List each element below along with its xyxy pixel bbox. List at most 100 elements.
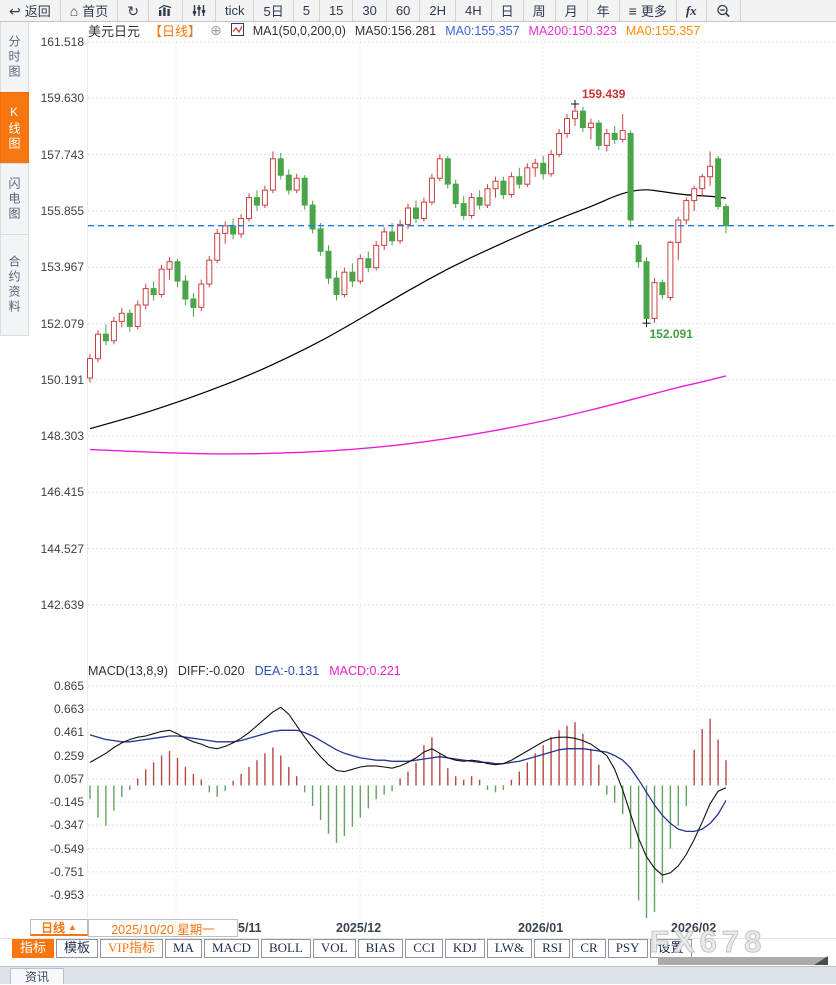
top-toolbar: ↩ 返回 ⌂ 首页 ↻ tick 5日 5 15 30 60 2H 4H 日周月年 ≡ 更多 fx <box>0 0 836 22</box>
price-axis-label: 161.518 <box>40 35 84 49</box>
price-axis-label: 157.743 <box>40 147 84 162</box>
scroll-arrow-icon <box>814 956 828 965</box>
toolbar-tick[interactable]: tick <box>216 0 255 21</box>
indicator-button-LW&[interactable]: LW& <box>486 939 533 958</box>
day-label: 日 <box>500 4 514 19</box>
toolbar-h2[interactable]: 2H <box>420 0 456 21</box>
m5-label: 5 <box>302 3 310 18</box>
period-selector[interactable]: 日线 ▲ <box>30 919 88 936</box>
macd-axis-label: -0.549 <box>49 841 84 856</box>
toolbar-home[interactable]: ⌂ 首页 <box>61 0 119 21</box>
tab-news[interactable]: 资讯 <box>10 968 64 984</box>
symbol-name: 美元日元 <box>88 24 141 39</box>
price-axis-label: 144.527 <box>40 541 84 556</box>
horizontal-scrollbar[interactable] <box>658 956 828 965</box>
period-label: 日线 <box>41 920 66 935</box>
toolbar-m30[interactable]: 30 <box>353 0 387 21</box>
toolbar-zoom-out[interactable] <box>707 0 741 21</box>
indicator-button-模板[interactable]: 模板 <box>56 939 99 958</box>
indicator-button-CR[interactable]: CR <box>572 939 606 958</box>
chart-surface[interactable] <box>88 35 836 918</box>
toolbar-back[interactable]: ↩ 返回 <box>0 0 61 21</box>
sidebar-tab-kline-chart[interactable]: K线图 <box>0 92 29 164</box>
macd-axis-label: 0.865 <box>53 679 84 693</box>
toolbar-m15[interactable]: 15 <box>320 0 354 21</box>
mini-chart-icon[interactable] <box>230 22 244 39</box>
toolbar-m5[interactable]: 5 <box>294 0 320 21</box>
more-label: 更多 <box>640 4 667 19</box>
toolbar-h4[interactable]: 4H <box>456 0 492 21</box>
home-icon: ⌂ <box>69 2 79 19</box>
macd-header: MACD(13,8,9) DIFF:-0.020 DEA:-0.131 MACD… <box>88 664 401 678</box>
sidebar-tab-flash-chart[interactable]: 闪电图 <box>0 163 29 235</box>
sidebar-tab-contract-info[interactable]: 合约资料 <box>0 234 29 336</box>
price-axis-label: 155.855 <box>40 203 84 218</box>
indicator-button-PSY[interactable]: PSY <box>607 939 648 958</box>
x-axis-label: 5/11 <box>238 921 262 935</box>
macd-axis-label: 0.663 <box>53 702 84 717</box>
indicator-button-BOLL[interactable]: BOLL <box>260 939 311 958</box>
toolbar-day[interactable]: 日 <box>492 0 524 21</box>
indicator-button-MA[interactable]: MA <box>164 939 202 958</box>
ma50-value: MA50:156.281 <box>354 23 437 38</box>
x-axis-label: 2025/12 <box>336 921 382 935</box>
indicator-button-VOL[interactable]: VOL <box>312 939 356 958</box>
macd-title: MACD(13,8,9) <box>88 664 168 678</box>
indicator-button-VIP指标[interactable]: VIP指标 <box>100 939 163 958</box>
zoom-out-icon <box>716 4 731 18</box>
toolbar-chart-style[interactable] <box>149 0 183 21</box>
back-label: 返回 <box>24 4 51 19</box>
ma0-blue-value: MA0:155.357 <box>445 23 520 38</box>
price-axis-label: 142.639 <box>40 598 84 612</box>
price-axis-label: 153.967 <box>40 260 84 275</box>
week-label: 周 <box>532 4 546 19</box>
ma-settings-label: MA1(50,0,200,0) <box>252 23 346 38</box>
start-date-box[interactable]: 2025/10/20 星期一 <box>88 919 238 937</box>
left-sidebar: 分时图 K线图 闪电图 合约资料 <box>0 21 30 918</box>
home-label: 首页 <box>82 4 109 19</box>
toolbar-month[interactable]: 月 <box>556 0 588 21</box>
indicator-button-指标[interactable]: 指标 <box>12 939 55 958</box>
m15-label: 15 <box>328 3 344 18</box>
toolbar-refresh[interactable]: ↻ <box>118 0 149 21</box>
price-axis-label: 148.303 <box>40 429 84 444</box>
period-tag: 【日线】 <box>149 24 202 39</box>
toolbar-5d[interactable]: 5日 <box>254 0 294 21</box>
high-price-annotation: 159.439 <box>582 87 626 101</box>
sidebar-tab-time-chart[interactable]: 分时图 <box>0 21 29 93</box>
macd-diff-value: DIFF:-0.020 <box>177 664 245 678</box>
h4-label: 4H <box>464 3 482 18</box>
macd-axis-label: -0.145 <box>49 795 84 810</box>
chart-header: 美元日元 【日线】 ⊕ MA1(50,0,200,0) MA50:156.281… <box>88 22 700 39</box>
indicator-button-KDJ[interactable]: KDJ <box>444 939 485 958</box>
fx-label: fx <box>685 2 697 18</box>
toolbar-week[interactable]: 周 <box>524 0 556 21</box>
add-compare-icon[interactable]: ⊕ <box>210 22 222 38</box>
toolbar-fx[interactable]: fx <box>677 0 707 21</box>
macd-axis-label: 0.461 <box>53 725 84 740</box>
indicator-button-CCI[interactable]: CCI <box>405 939 443 958</box>
back-icon: ↩ <box>9 2 21 19</box>
sliders-icon <box>192 4 206 17</box>
x-axis-row: 日线 ▲ 2025/10/20 星期一 5/11 2025/12 2026/01 20… <box>0 919 836 937</box>
refresh-icon: ↻ <box>127 2 139 19</box>
toolbar-indicator-settings[interactable] <box>183 0 216 21</box>
indicator-button-MACD[interactable]: MACD <box>203 939 259 958</box>
toolbar-m60[interactable]: 60 <box>387 0 421 21</box>
toolbar-year[interactable]: 年 <box>588 0 620 21</box>
x-axis-label: 2026/01 <box>518 921 564 935</box>
toolbar-more[interactable]: ≡ 更多 <box>620 0 677 21</box>
low-price-annotation: 152.091 <box>649 327 693 342</box>
h2-label: 2H <box>429 3 446 18</box>
bar-chart-icon <box>158 4 173 17</box>
month-label: 月 <box>564 4 578 19</box>
indicator-button-BIAS[interactable]: BIAS <box>357 939 404 958</box>
start-date-label: 2025/10/20 星期一 <box>111 922 215 937</box>
indicator-button-RSI[interactable]: RSI <box>534 939 571 958</box>
macd-macd-value: MACD:0.221 <box>329 664 401 678</box>
watermark: FX678 <box>649 924 767 960</box>
m60-label: 60 <box>395 3 411 18</box>
x-axis-label: 2026/02 <box>671 921 717 935</box>
